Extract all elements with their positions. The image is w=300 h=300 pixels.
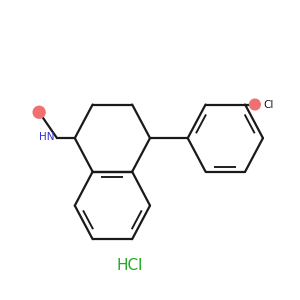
Text: HCl: HCl xyxy=(117,258,143,273)
Text: HN: HN xyxy=(39,132,55,142)
Text: Cl: Cl xyxy=(263,100,273,110)
Circle shape xyxy=(250,99,260,110)
Circle shape xyxy=(33,106,45,118)
